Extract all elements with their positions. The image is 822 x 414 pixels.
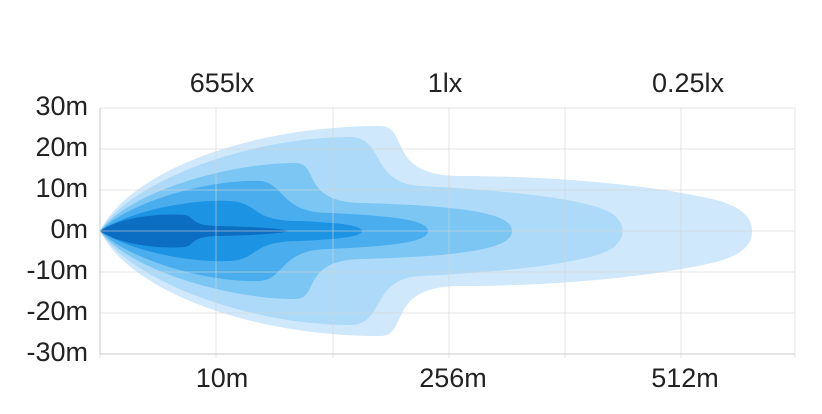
y-tick-label: 20m xyxy=(35,132,88,162)
y-tick-label: 0m xyxy=(50,214,88,244)
y-tick-label: 30m xyxy=(35,91,88,121)
top-label: 655lx xyxy=(190,68,255,98)
top-label: 1lx xyxy=(428,68,463,98)
top-label: 0.25lx xyxy=(652,68,725,98)
y-tick-label: -20m xyxy=(26,296,88,326)
bottom-label: 512m xyxy=(651,363,719,393)
y-tick-label: 10m xyxy=(35,173,88,203)
y-tick-label: -10m xyxy=(26,255,88,285)
labels: 30m 20m 10m 0m -10m -20m -30m 655lx 1lx 0.25lx 10m… xyxy=(26,68,724,393)
grid xyxy=(99,107,796,358)
bottom-label: 10m xyxy=(196,363,249,393)
y-tick-label: -30m xyxy=(26,337,88,367)
bottom-label: 256m xyxy=(419,363,487,393)
